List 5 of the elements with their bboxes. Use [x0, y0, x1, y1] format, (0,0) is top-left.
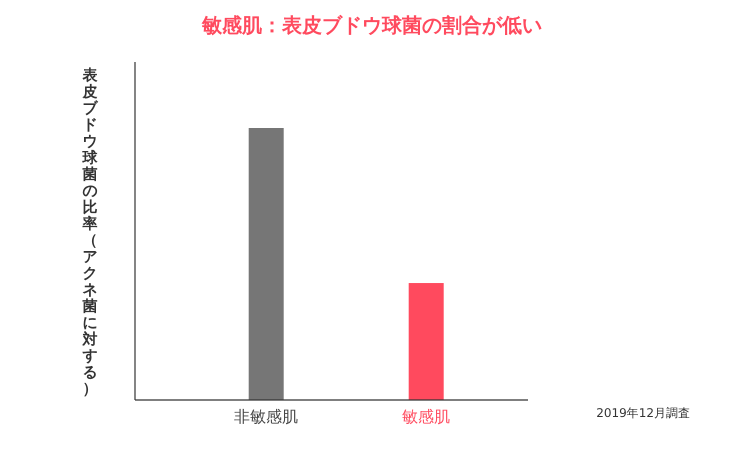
x-tick-label: 非敏感肌: [234, 407, 298, 426]
chart-title: 敏感肌：表皮ブドウ球菌の割合が低い: [201, 13, 542, 37]
x-tick-label: 敏感肌: [402, 407, 450, 426]
text: 表皮ブドウ球菌の比率（アクネ菌に対する）: [82, 66, 98, 398]
text: 2019年12月調査: [596, 406, 690, 420]
